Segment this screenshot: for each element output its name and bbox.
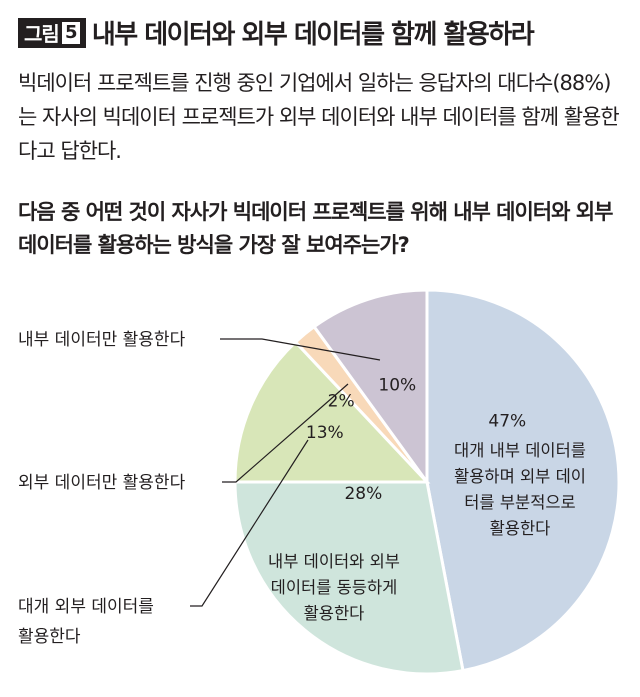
- slice-inner-label: 데이터를 동등하게: [271, 578, 398, 597]
- slice-inner-label: 내부 데이터와 외부: [268, 552, 400, 571]
- figure-description: 빅데이터 프로젝트를 진행 중인 기업에서 일하는 응답자의 대다수(88%)는…: [18, 71, 620, 163]
- slice-percent-label: 28%: [344, 484, 382, 504]
- leader-line: [220, 338, 381, 361]
- figure-badge: 그림 5: [18, 17, 86, 48]
- slice-percent-label: 10%: [378, 376, 416, 396]
- slice-inner-label: 활용한다: [490, 519, 551, 538]
- pie-slice: [425, 288, 621, 673]
- outer-label-internal-only: 내부 데이터만 활용한다: [18, 330, 186, 350]
- leader-line: [222, 383, 349, 483]
- outer-label-mostly-external: 활용한다: [18, 627, 81, 647]
- figure-badge-label: 그림: [24, 22, 60, 46]
- slice-inner-label: 대개 내부 데이터를: [454, 441, 586, 460]
- figure-title: 내부 데이터와 외부 데이터를 함께 활용하라: [91, 20, 535, 50]
- chart-question: 다음 중 어떤 것이 자사가 빅데이터 프로젝트를 위해 내부 데이터와 외부 …: [18, 200, 613, 257]
- slice-inner-label: 활용하며 외부 데이: [454, 467, 586, 486]
- outer-label-mostly-external: 대개 외부 데이터를: [18, 597, 154, 617]
- leader-line: [190, 439, 309, 607]
- slice-percent-label: 47%: [488, 411, 526, 431]
- slice-percent-label: 13%: [306, 423, 344, 443]
- pie-slice: [233, 339, 431, 484]
- pie-slice: [312, 288, 429, 487]
- slice-inner-label: 활용한다: [304, 604, 365, 623]
- slice-inner-label: 터를 부분적으로: [464, 493, 576, 512]
- figure-badge-number: 5: [61, 21, 80, 44]
- outer-label-external-only: 외부 데이터만 활용한다: [18, 473, 186, 493]
- pie-slice: [233, 480, 465, 676]
- figure-header: 그림 5 내부 데이터와 외부 데이터를 함께 활용하라: [18, 14, 535, 51]
- slice-percent-label: 2%: [328, 391, 355, 411]
